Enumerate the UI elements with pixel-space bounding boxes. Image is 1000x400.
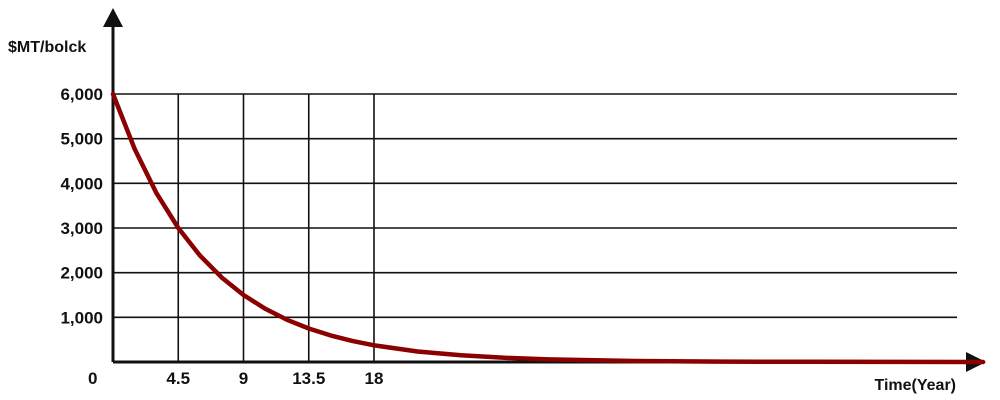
labels: $MT/bolck Time(Year) 0 1,000 2,000 3,000 4,… [8, 39, 956, 394]
y-tick-label: 2,000 [60, 264, 103, 283]
y-tick-label: 6,000 [60, 85, 103, 104]
series [110, 91, 986, 365]
x-axis-title: Time(Year) [874, 377, 956, 394]
series-line [110, 91, 986, 365]
y-tick-label: 4,000 [60, 174, 103, 193]
y-tick-label: 3,000 [60, 219, 103, 238]
x-tick-label: 18 [365, 369, 384, 388]
y-tick-label: 5,000 [60, 130, 103, 149]
y-axis-arrow-icon [103, 8, 123, 27]
grid [113, 93, 957, 362]
y-axis-title: $MT/bolck [8, 39, 86, 56]
x-tick-label: 9 [239, 369, 248, 388]
origin-label: 0 [88, 369, 97, 388]
x-tick-label: 4.5 [166, 369, 190, 388]
x-tick-label: 13.5 [292, 369, 325, 388]
y-tick-label: 1,000 [60, 308, 103, 327]
